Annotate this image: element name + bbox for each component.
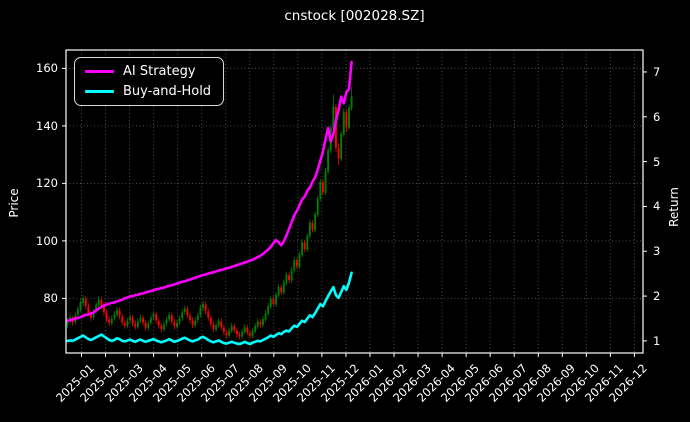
y-tick-label: 80 <box>43 291 58 306</box>
y-tick-label: 160 <box>36 61 58 76</box>
legend-label: AI Strategy <box>123 64 196 79</box>
axes-spines <box>65 49 644 354</box>
buy-and-hold-line <box>66 271 353 346</box>
y-axis-label-right: Return <box>667 187 681 227</box>
legend: AI Strategy Buy-and-Hold <box>74 57 225 106</box>
ai-strategy-line-swatch <box>85 69 114 74</box>
y-tick-label: 6 <box>653 109 661 124</box>
y-tick-label: 2 <box>653 289 661 304</box>
candles-up <box>66 87 353 339</box>
legend-item-buy-and-hold: Buy-and-Hold <box>85 84 211 99</box>
legend-label: Buy-and-Hold <box>123 84 212 99</box>
tick-marks <box>62 67 647 357</box>
ai-strategy-line <box>66 60 353 323</box>
y-tick-label: 7 <box>653 64 661 79</box>
y-tick-label: 140 <box>36 118 58 133</box>
figure-title: cnstock [002028.SZ] <box>284 8 425 24</box>
y-tick-label: 5 <box>653 154 661 169</box>
legend-item-ai-strategy: AI Strategy <box>85 64 211 79</box>
buy-and-hold-line-swatch <box>85 89 114 94</box>
y-tick-label: 120 <box>36 176 58 191</box>
y-tick-label: 4 <box>653 199 661 214</box>
candles-down <box>71 104 348 340</box>
y-tick-label: 100 <box>36 233 58 248</box>
gridlines <box>66 50 643 353</box>
y-tick-label: 1 <box>653 333 661 348</box>
y-tick-label: 3 <box>653 244 661 259</box>
